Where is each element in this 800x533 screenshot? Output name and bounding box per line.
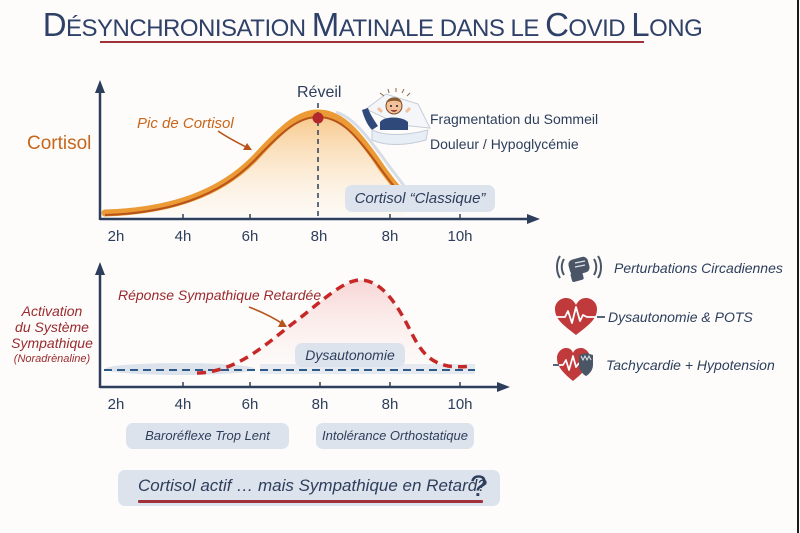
title-part: OVID [568,15,632,42]
title-part: D [42,6,67,43]
orthostatic-intolerance-badge: Intolérance Orthostatique [316,423,474,449]
cortisol-peak-dot [312,112,324,124]
circadian-disruption-icon [556,255,602,282]
bottom-x-tick: 2h [107,396,125,413]
delayed-response-label: Réponse Sympathique Retardée [118,287,322,303]
title-part: ONG [649,15,703,42]
title-underline [100,41,644,43]
cortisol-y-label: Cortisol [27,133,92,154]
title-part: L [631,6,650,43]
heart-shield-icon [553,348,593,381]
legend-label: Perturbations Circadiennes [614,260,783,276]
question-mark: ? [470,470,487,503]
heart-ecg-icon [555,298,605,335]
key-question-text: Cortisol actif … mais Sympathique en Ret… [138,476,487,495]
cortisol-peak-label: Pic de Cortisol [137,115,234,132]
sleep-fragmentation-label: Fragmentation du Sommeil [430,111,599,127]
page-title: DÉSYNCHRONISATION MATINALE DANS LE COVID… [0,6,745,44]
pain-hypoglycemia-label: Douleur / Hypoglycémie [430,136,579,152]
right-border [797,0,799,533]
bottom-x-tick: 8h [311,396,329,413]
sympathetic-chart [95,262,510,392]
title-part: ATINALE DANS LE [338,15,546,42]
bottom-x-tick: 8h [381,396,399,413]
classic-cortisol-badge: Cortisol “Classique” [345,185,495,212]
legend-item-dysautonomia: Dysautonomie & POTS [602,309,753,325]
y-label-line: du Système [15,319,89,335]
dysautonomia-badge: Dysautonomie [295,343,405,367]
bottom-x-tick: 10h [447,396,473,413]
top-x-tick: 6h [241,228,259,245]
awake-person-illustration [362,88,431,145]
legend-item-tachycardia: Tachycardie + Hypotension [600,357,775,373]
top-x-tick: 10h [447,228,473,245]
y-label-line: Sympathique [11,335,93,351]
baroreflex-badge: Baroréflexe Trop Lent [126,423,289,449]
key-question-banner: Cortisol actif … mais Sympathique en Ret… [118,470,500,506]
sympathetic-y-label: Activation du Système Sympathique (Norad… [4,303,100,367]
legend-label: Tachycardie + Hypotension [606,357,775,373]
legend-label: Dysautonomie & POTS [608,309,753,325]
bottom-x-tick: 6h [241,396,259,413]
y-label-line: Activation [21,303,83,319]
top-x-tick: 8h [381,228,399,245]
top-x-tick: 8h [310,228,328,245]
legend-item-circadian: Perturbations Circadiennes [608,260,783,276]
title-part: M [311,6,340,43]
question-underline [138,500,483,503]
wake-label: Réveil [297,84,342,101]
title-part: ÉSYNCHRONISATION [66,15,312,42]
top-x-tick: 4h [174,228,192,245]
title-part: C [545,6,569,43]
top-x-tick: 2h [107,228,125,245]
sympathetic-response-dashed [196,278,473,375]
y-label-line: (Noradrènaline) [13,353,91,365]
bottom-x-tick: 4h [174,396,192,413]
